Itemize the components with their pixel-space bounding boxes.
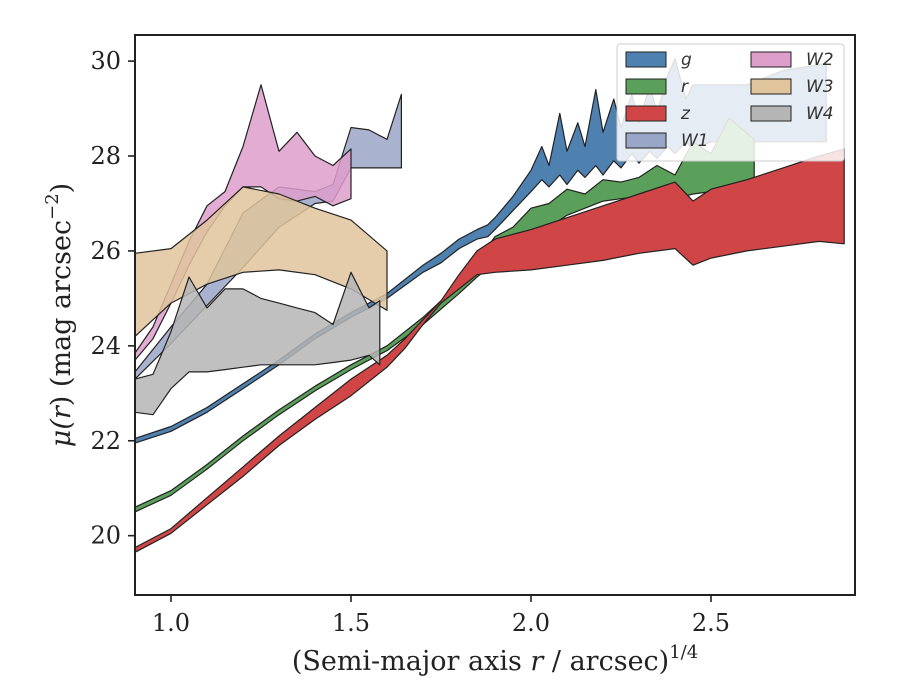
legend-box xyxy=(616,43,845,162)
legend-label-z: z xyxy=(680,104,691,124)
band-w4 xyxy=(134,271,381,416)
plot-frame xyxy=(134,34,856,596)
y-tick-label: 20 xyxy=(90,522,121,550)
legend-swatch-w4 xyxy=(750,105,792,122)
x-axis-label: (Semi-major axis r / arcsec)1/4 xyxy=(292,642,698,677)
legend-swatch-g xyxy=(625,51,667,68)
legend: grz W1 W2 W3 W4 xyxy=(616,43,845,162)
y-tick-label: 26 xyxy=(90,237,121,265)
legend-swatch-w3 xyxy=(750,78,792,95)
legend-label-r: r xyxy=(681,77,689,97)
band-w3 xyxy=(134,186,388,337)
y-tick-label: 22 xyxy=(90,427,121,455)
x-tick-label: 1.5 xyxy=(332,609,370,637)
legend-swatch-w2 xyxy=(750,51,792,68)
y-tick-label: 28 xyxy=(90,142,121,170)
ticks-layer: 1.0 1.5 2.0 2.5 20 22 24 26 28 30 xyxy=(90,47,730,637)
x-tick-label: 2.5 xyxy=(692,609,730,637)
legend-swatch-z xyxy=(625,105,667,122)
x-tick-label: 2.0 xyxy=(512,609,550,637)
legend-label-w4: W4 xyxy=(806,104,834,124)
y-tick-label: 30 xyxy=(90,47,121,75)
x-tick-label: 1.0 xyxy=(152,609,190,637)
legend-label-g: g xyxy=(681,50,692,70)
legend-label-w2: W2 xyxy=(806,50,834,70)
legend-label-w1: W1 xyxy=(681,131,709,151)
legend-label-w3: W3 xyxy=(806,77,834,97)
legend-swatch-r xyxy=(625,78,667,95)
legend-swatch-w1 xyxy=(625,132,667,149)
y-axis-label: μ(r) (mag arcsec−2) xyxy=(42,183,77,447)
y-tick-label: 24 xyxy=(90,332,121,360)
